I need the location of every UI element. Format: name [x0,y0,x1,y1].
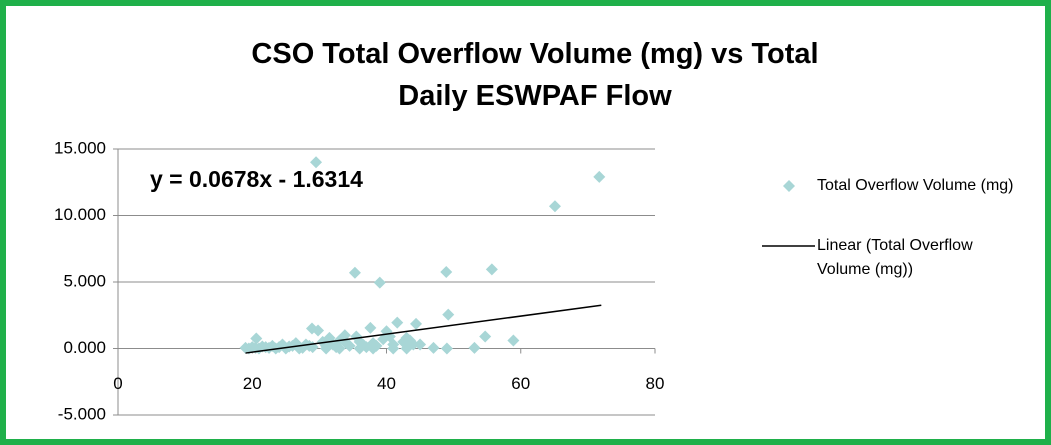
y-tick-label: 10.000 [54,205,106,224]
point [414,338,427,351]
point [485,263,498,276]
point [312,324,325,337]
y-tick-label: 0.000 [63,338,106,357]
y-tick-label: 15.000 [54,138,106,157]
legend-label: Total Overflow Volume (mg) [817,177,1014,194]
legend-marker [783,180,795,192]
point [391,316,404,329]
equation: y = 0.0678x - 1.6314 [150,166,363,192]
point [348,266,361,279]
point [387,342,400,355]
point [468,341,481,354]
y-tick-label: 5.000 [63,271,106,290]
point [440,266,453,279]
x-tick-label: 40 [377,374,396,393]
trendline [245,304,602,354]
point [279,342,292,355]
point [310,156,323,169]
point [367,342,380,355]
point [427,341,440,354]
chart-title: CSO Total Overflow Volume (mg) vs Total … [251,38,819,112]
point [364,321,377,334]
x-tick-label: 0 [113,374,122,393]
x-tick-label: 80 [646,374,665,393]
legend-label: Linear (Total Overflow Volume (mg)) [817,237,973,278]
x-tick-label: 60 [511,374,530,393]
point [440,342,453,355]
point [343,339,356,352]
y-tick-label: -5.000 [58,404,106,423]
x-tick-label: 20 [243,374,262,393]
point [250,332,263,345]
point [320,342,333,355]
point [373,276,386,289]
point [548,200,561,213]
point [400,342,413,355]
point [442,308,455,321]
point [507,334,520,347]
point [479,330,492,343]
point [353,342,366,355]
point [333,342,346,355]
point [593,170,606,183]
point [410,317,423,330]
